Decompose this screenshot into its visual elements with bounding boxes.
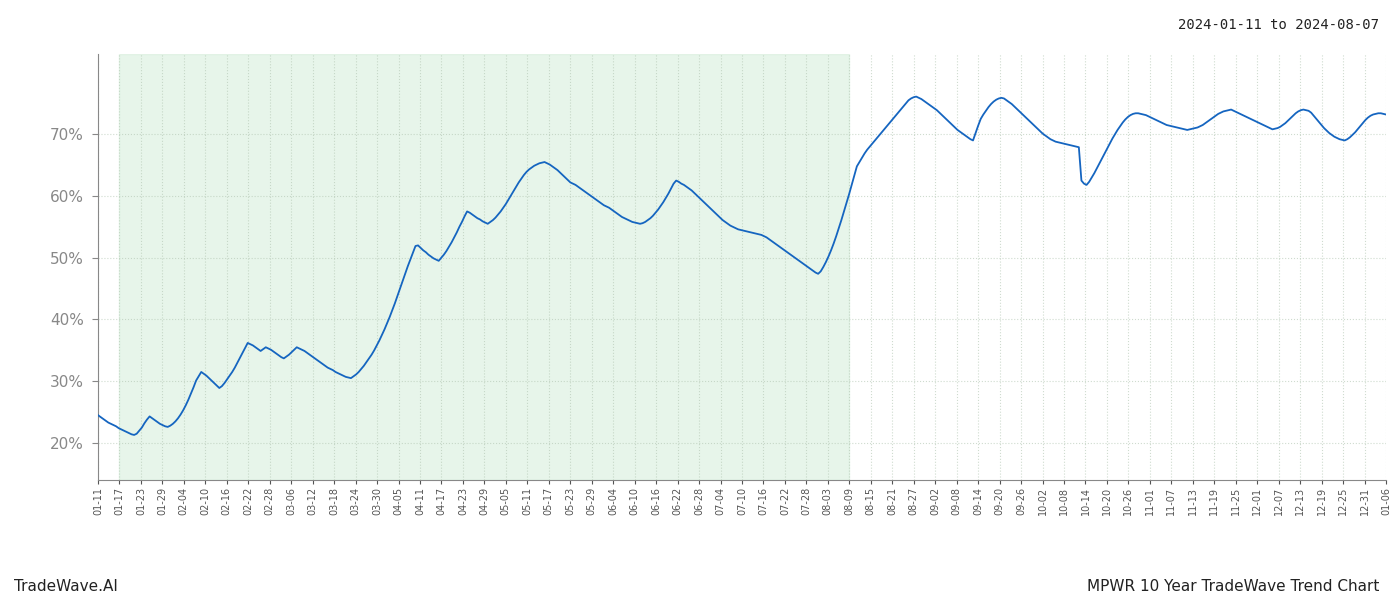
Text: TradeWave.AI: TradeWave.AI [14, 579, 118, 594]
Text: MPWR 10 Year TradeWave Trend Chart: MPWR 10 Year TradeWave Trend Chart [1086, 579, 1379, 594]
Text: 2024-01-11 to 2024-08-07: 2024-01-11 to 2024-08-07 [1177, 18, 1379, 32]
Bar [119, 54, 850, 480]
